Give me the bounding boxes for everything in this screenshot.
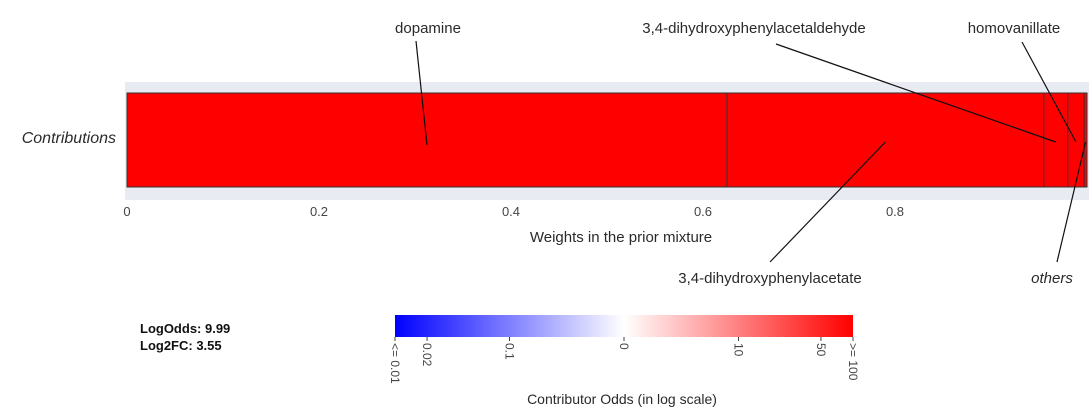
annotation-label-homovanillate: homovanillate <box>968 20 1061 37</box>
bar-segment-homovanillate[interactable] <box>1067 92 1085 188</box>
annotation-label-3-4-dihydroxyphenylacetate: 3,4-dihydroxyphenylacetate <box>678 270 861 287</box>
colorbar-tick-label: 50 <box>814 343 828 357</box>
annotation-line-dopamine <box>415 40 428 146</box>
bar-segment-others[interactable] <box>1083 92 1088 188</box>
x-tick-label: 0.2 <box>310 204 328 219</box>
x-tick-label: 0.6 <box>694 204 712 219</box>
annotation-line-3-4-dihydroxyphenylacetaldehyde <box>775 43 1056 143</box>
bar-segment-3-4-dihydroxyphenylacetate[interactable] <box>726 92 1045 188</box>
annotation-label-others: others <box>1031 270 1073 287</box>
annotation-label-dopamine: dopamine <box>395 20 461 37</box>
annotation-line-3-4-dihydroxyphenylacetate <box>769 141 886 263</box>
colorbar-tick-label: 0.02 <box>420 343 434 367</box>
y-category-label: Contributions <box>22 130 116 147</box>
annotation-label-3-4-dihydroxyphenylacetaldehyde: 3,4-dihydroxyphenylacetaldehyde <box>642 20 865 37</box>
log-odds-value: LogOdds: 9.99 <box>140 321 231 336</box>
colorbar-gradient <box>395 315 853 337</box>
colorbar-title: Contributor Odds (in log scale) <box>527 391 717 407</box>
x-tick-label: 0 <box>123 204 130 219</box>
colorbar-tick-label: 0 <box>617 343 631 350</box>
colorbar-tick-label: 0.1 <box>503 343 517 360</box>
annotation-line-others <box>1056 141 1087 263</box>
x-tick-label: 0.8 <box>886 204 904 219</box>
annotation-line-homovanillate <box>1021 41 1077 143</box>
colorbar-tick-label: 10 <box>732 343 746 357</box>
stats-panel: LogOdds: 9.99 Log2FC: 3.55 <box>140 320 230 354</box>
colorbar-tick-label: >= 100 <box>846 343 860 381</box>
log2fc-value: Log2FC: 3.55 <box>140 338 222 353</box>
x-axis-title: Weights in the prior mixture <box>530 229 712 246</box>
x-tick-label: 0.4 <box>502 204 520 219</box>
colorbar-tick-label: <= 0.01 <box>388 343 402 384</box>
bar-segment-3-4-dihydroxyphenylacetaldehyde[interactable] <box>1043 92 1069 188</box>
